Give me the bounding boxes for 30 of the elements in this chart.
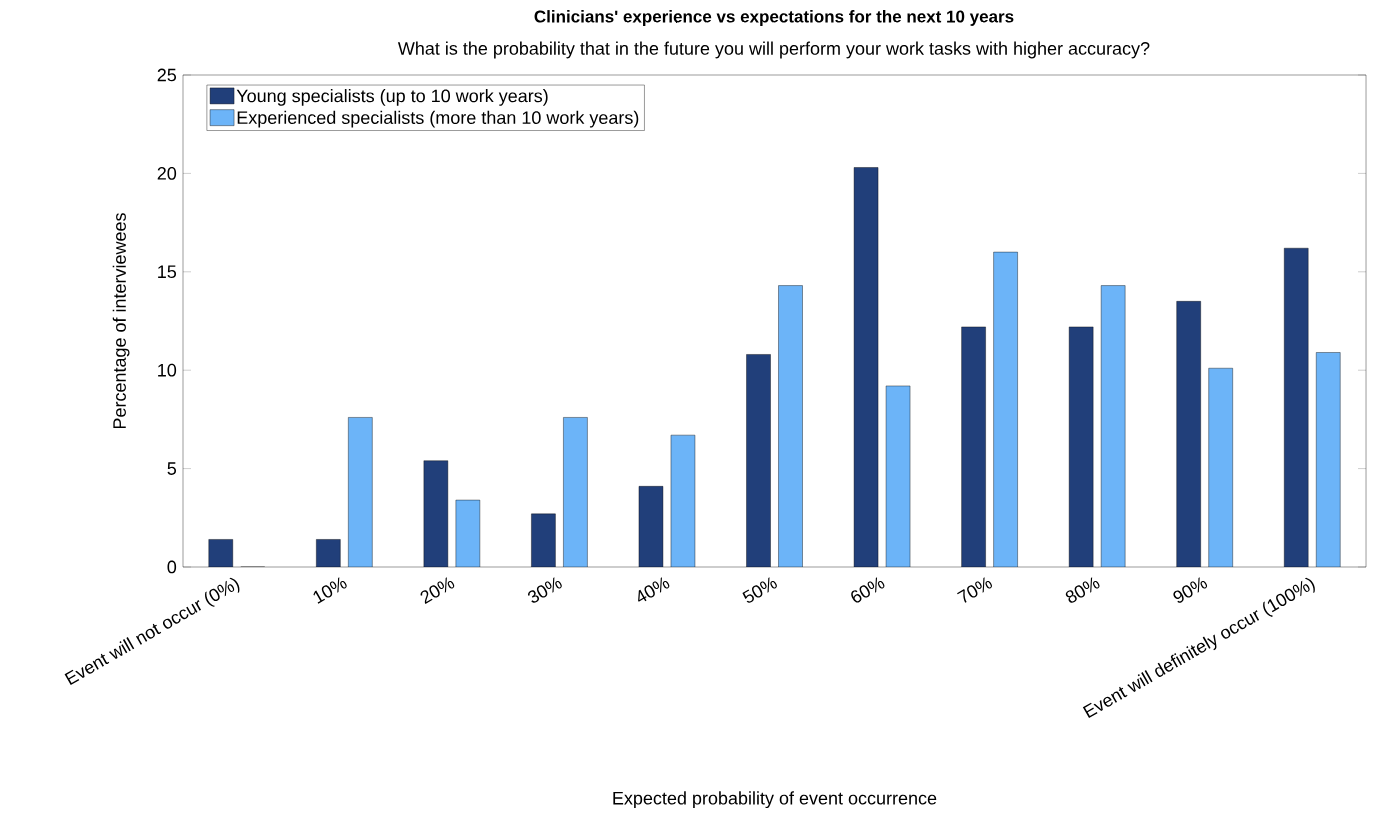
x-tick-label: 30% — [528, 577, 562, 603]
bar — [563, 417, 588, 567]
bar — [1208, 367, 1233, 567]
x-axis-title: Expected probability of event occurrence — [613, 791, 937, 809]
y-tick-label: 25 — [157, 68, 177, 82]
y-tick-label: 20 — [157, 166, 177, 180]
bar — [348, 417, 373, 567]
y-tick-label: 15 — [158, 265, 177, 279]
bar — [1100, 285, 1126, 567]
bar — [1316, 352, 1341, 567]
bar — [670, 434, 696, 567]
chart-title: Clinicians' experience vs expectations for the next 10 years — [534, 10, 1014, 26]
legend-label: Experienced specialists (more than 10 work years) — [237, 110, 639, 128]
x-tick-label: 20% — [420, 577, 455, 604]
bar — [993, 251, 1018, 567]
y-tick-label: 0 — [167, 560, 177, 574]
x-tick-label: 50% — [742, 577, 777, 603]
x-tick-label: 40% — [638, 577, 670, 602]
legend-label: Young specialists (up to 10 work years) — [236, 88, 548, 106]
x-tick-label: 90% — [1173, 577, 1208, 603]
x-tick-label: 70% — [957, 577, 992, 603]
bar — [778, 285, 803, 567]
x-tick-label: 10% — [313, 577, 347, 604]
chart-subtitle: What is the probability that in the future you will perform your work tasks with higher accuracy? — [397, 41, 1150, 59]
y-tick-label: 10 — [158, 363, 177, 377]
bar — [885, 385, 911, 567]
x-tick-label: 80% — [1065, 577, 1100, 603]
y-tick-label: 5 — [167, 462, 177, 475]
y-axis-title: Percentage of interviewees — [112, 213, 130, 429]
x-tick-label: 60% — [851, 577, 885, 603]
